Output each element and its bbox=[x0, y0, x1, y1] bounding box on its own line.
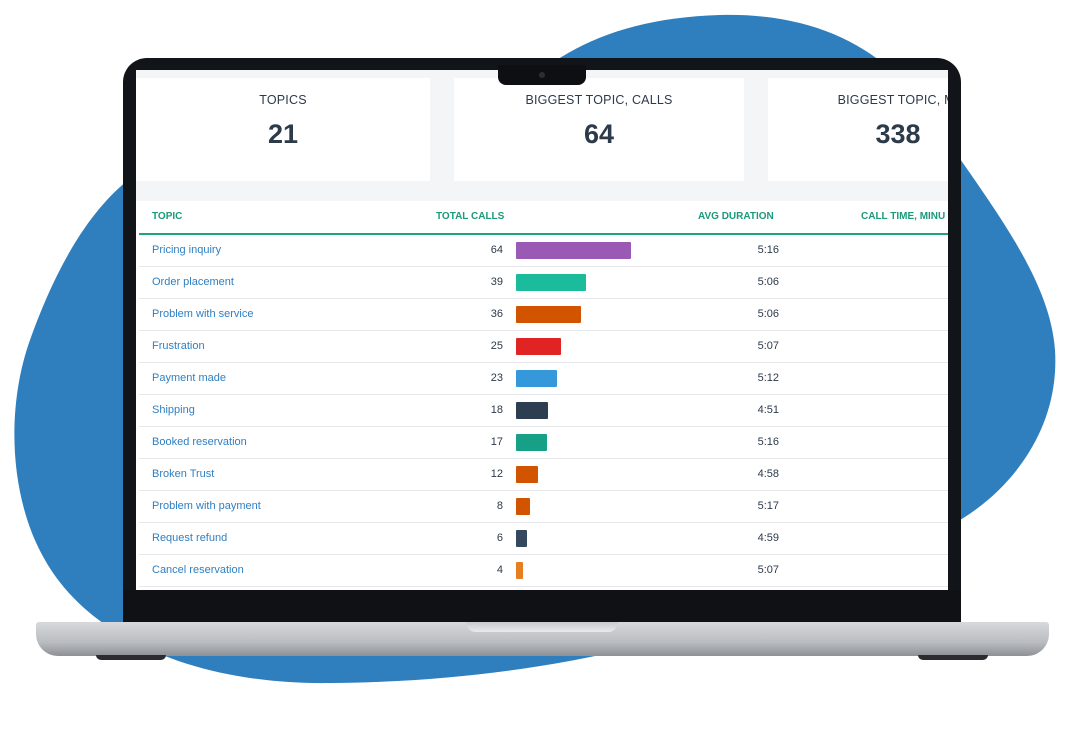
header-avg-duration[interactable]: AVG DURATION bbox=[698, 211, 774, 222]
topics-table: TOPIC TOTAL CALLS AVG DURATION CALL TIME… bbox=[136, 201, 948, 590]
calls-bar bbox=[516, 402, 548, 419]
avg-duration-value: 5:07 bbox=[757, 564, 779, 576]
calls-bar bbox=[516, 274, 586, 291]
table-row: Cancel reservation 4 5:07 bbox=[139, 555, 948, 587]
card-label: BIGGEST TOPIC, CALLS bbox=[525, 93, 673, 107]
topic-link[interactable]: Shipping bbox=[152, 404, 195, 416]
calls-bar bbox=[516, 498, 530, 515]
avg-duration-value: 5:07 bbox=[757, 340, 779, 352]
card-label: TOPICS bbox=[259, 93, 307, 107]
card-value: 338 bbox=[875, 119, 921, 149]
topic-link[interactable]: Broken Trust bbox=[152, 468, 215, 480]
laptop-opening-notch bbox=[466, 622, 618, 632]
total-calls-value: 4 bbox=[496, 564, 503, 576]
calls-bar bbox=[516, 338, 561, 355]
total-calls-value: 39 bbox=[490, 276, 503, 288]
table-row: Shipping 18 4:51 bbox=[139, 395, 948, 427]
avg-duration-value: 5:17 bbox=[757, 500, 779, 512]
header-total-calls[interactable]: TOTAL CALLS bbox=[436, 211, 505, 222]
total-calls-value: 23 bbox=[490, 372, 503, 384]
header-topic[interactable]: TOPIC bbox=[152, 211, 183, 222]
calls-bar bbox=[516, 242, 631, 259]
dashboard-screen: TOPICS 21 BIGGEST TOPIC, CALLS 64 BIGGES… bbox=[136, 70, 948, 590]
bottom-bezel bbox=[123, 590, 961, 624]
biggest-topic-minutes-card: BIGGEST TOPIC, MI 338 bbox=[768, 78, 948, 181]
topic-link[interactable]: Pricing inquiry bbox=[152, 244, 222, 256]
laptop-foot-right bbox=[918, 655, 988, 660]
topic-link[interactable]: Request refund bbox=[152, 532, 228, 544]
avg-duration-value: 5:06 bbox=[757, 276, 779, 288]
avg-duration-value: 5:16 bbox=[757, 244, 779, 256]
total-calls-value: 12 bbox=[490, 468, 503, 480]
header-call-time[interactable]: CALL TIME, MINU bbox=[861, 211, 946, 222]
total-calls-value: 36 bbox=[490, 308, 503, 320]
total-calls-value: 64 bbox=[490, 244, 503, 256]
topic-link[interactable]: Booked reservation bbox=[152, 436, 247, 448]
table-row: Booked reservation 17 5:16 bbox=[139, 427, 948, 459]
total-calls-value: 6 bbox=[496, 532, 503, 544]
total-calls-value: 25 bbox=[490, 340, 503, 352]
table-row: Pricing inquiry 64 5:16 bbox=[139, 235, 948, 267]
table-row: Problem with service 36 5:06 bbox=[139, 299, 948, 331]
avg-duration-value: 5:06 bbox=[757, 308, 779, 320]
biggest-topic-calls-card: BIGGEST TOPIC, CALLS 64 bbox=[454, 78, 744, 181]
calls-bar bbox=[516, 434, 547, 451]
topic-link[interactable]: Cancel reservation bbox=[152, 564, 244, 576]
avg-duration-value: 5:12 bbox=[757, 372, 779, 384]
topic-link[interactable]: Frustration bbox=[152, 340, 205, 352]
table-row: Frustration 25 5:07 bbox=[139, 331, 948, 363]
table-row: Broken Trust 12 4:58 bbox=[139, 459, 948, 491]
laptop-foot-left bbox=[96, 655, 166, 660]
table-row: Problem with payment 8 5:17 bbox=[139, 491, 948, 523]
avg-duration-value: 5:16 bbox=[757, 436, 779, 448]
topics-card: TOPICS 21 bbox=[136, 78, 430, 181]
total-calls-value: 17 bbox=[490, 436, 503, 448]
table-row: Payment made 23 5:12 bbox=[139, 363, 948, 395]
topic-link[interactable]: Problem with service bbox=[152, 308, 254, 320]
total-calls-value: 18 bbox=[490, 404, 503, 416]
calls-bar bbox=[516, 562, 523, 579]
topic-link[interactable]: Order placement bbox=[152, 276, 234, 288]
avg-duration-value: 4:51 bbox=[757, 404, 779, 416]
card-value: 64 bbox=[583, 119, 615, 149]
camera-icon bbox=[539, 72, 545, 78]
table-row: Order placement 39 5:06 bbox=[139, 267, 948, 299]
total-calls-value: 8 bbox=[496, 500, 503, 512]
avg-duration-value: 4:58 bbox=[757, 468, 779, 480]
calls-bar bbox=[516, 530, 527, 547]
card-label: BIGGEST TOPIC, MI bbox=[837, 93, 948, 107]
calls-bar bbox=[516, 466, 538, 483]
calls-bar bbox=[516, 370, 557, 387]
table-row: Request refund 6 4:59 bbox=[139, 523, 948, 555]
card-value: 21 bbox=[267, 119, 299, 149]
calls-bar bbox=[516, 306, 581, 323]
table-header: TOPIC TOTAL CALLS AVG DURATION CALL TIME… bbox=[139, 201, 948, 235]
topic-link[interactable]: Payment made bbox=[152, 372, 226, 384]
topic-link[interactable]: Problem with payment bbox=[152, 500, 261, 512]
avg-duration-value: 4:59 bbox=[757, 532, 779, 544]
